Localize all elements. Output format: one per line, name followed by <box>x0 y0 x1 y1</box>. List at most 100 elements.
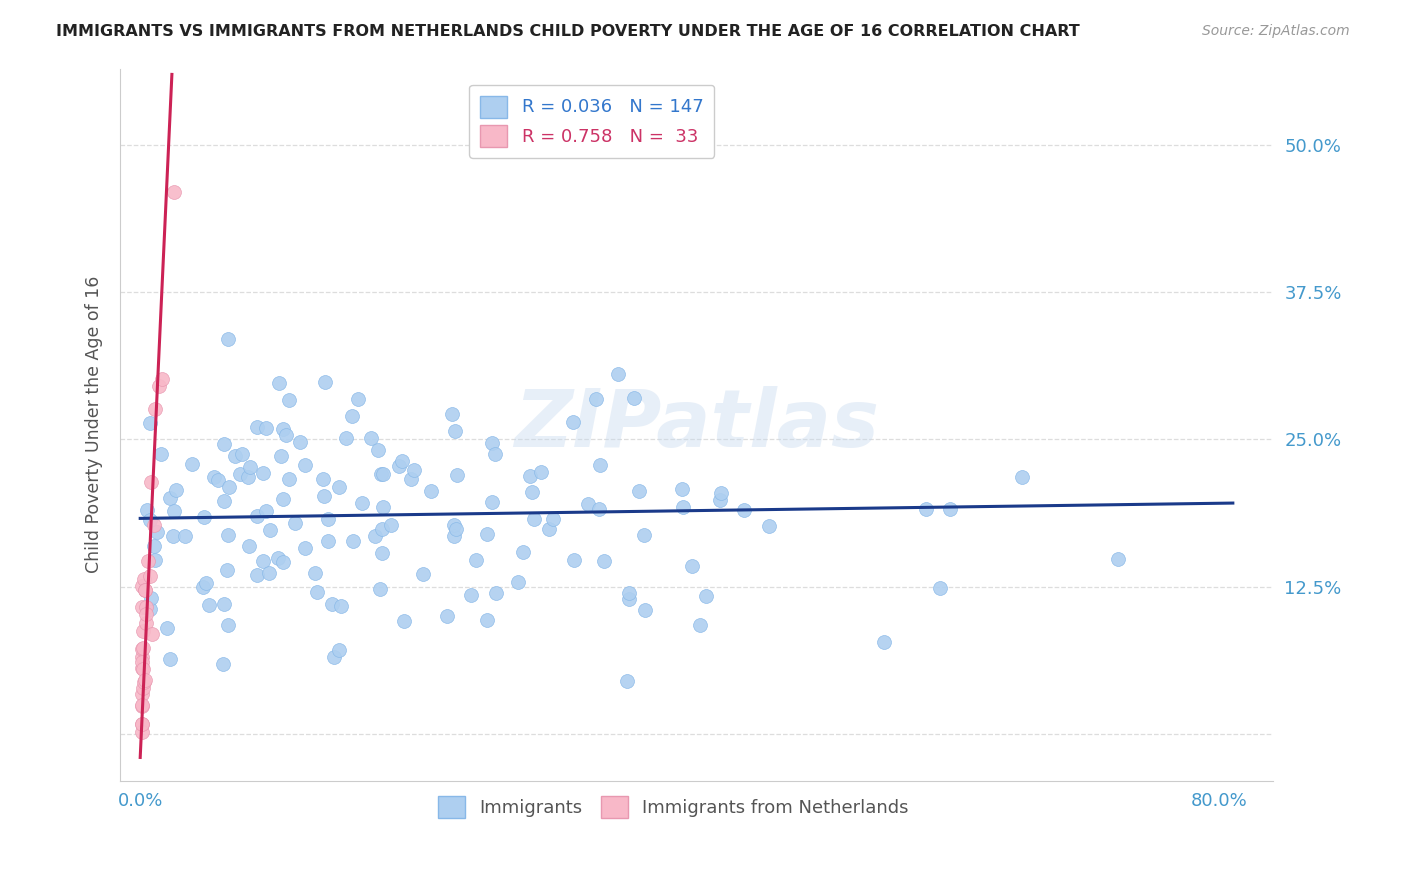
Text: Source: ZipAtlas.com: Source: ZipAtlas.com <box>1202 24 1350 38</box>
Point <box>576 497 599 511</box>
Point <box>274 428 297 442</box>
Point <box>371 522 394 536</box>
Point <box>671 482 693 496</box>
Point <box>484 447 506 461</box>
Point <box>681 559 703 574</box>
Point <box>506 575 529 590</box>
Point <box>1011 470 1033 484</box>
Point <box>131 579 153 593</box>
Point <box>252 554 274 568</box>
Point <box>202 470 225 484</box>
Point <box>254 504 277 518</box>
Point <box>217 528 239 542</box>
Point <box>141 626 163 640</box>
Point <box>159 652 181 666</box>
Point <box>139 475 162 489</box>
Point <box>446 468 468 483</box>
Point <box>134 673 156 687</box>
Point <box>541 512 564 526</box>
Point <box>335 431 357 445</box>
Point <box>267 550 290 565</box>
Point <box>138 569 160 583</box>
Point <box>371 467 394 481</box>
Point <box>273 555 295 569</box>
Point <box>342 534 364 549</box>
Point <box>271 492 294 507</box>
Point <box>294 458 316 472</box>
Point <box>132 681 155 696</box>
Point <box>246 508 269 523</box>
Point <box>217 564 239 578</box>
Point <box>218 480 240 494</box>
Point <box>523 512 546 526</box>
Point <box>519 469 541 483</box>
Point <box>131 717 153 731</box>
Point <box>606 367 628 381</box>
Point <box>538 522 561 536</box>
Point <box>709 492 731 507</box>
Point <box>915 502 938 516</box>
Point <box>321 597 343 611</box>
Point <box>139 602 162 616</box>
Point <box>132 674 155 689</box>
Point <box>294 541 316 555</box>
Point <box>236 470 259 484</box>
Point <box>131 655 153 669</box>
Point <box>143 401 166 416</box>
Point <box>312 472 335 486</box>
Point <box>217 331 239 345</box>
Point <box>1107 552 1129 566</box>
Point <box>589 458 612 473</box>
Point <box>131 716 153 731</box>
Point <box>391 454 413 468</box>
Point <box>246 568 269 582</box>
Point <box>238 539 260 553</box>
Point <box>460 588 482 602</box>
Point <box>290 434 312 449</box>
Point <box>444 522 467 536</box>
Point <box>329 599 352 614</box>
Point <box>873 635 896 649</box>
Point <box>443 517 465 532</box>
Point <box>346 392 368 406</box>
Point <box>617 592 640 607</box>
Point <box>148 378 170 392</box>
Point <box>195 575 218 590</box>
Point <box>197 598 219 612</box>
Point <box>224 450 246 464</box>
Point <box>484 586 506 600</box>
Point <box>257 566 280 581</box>
Point <box>360 431 382 445</box>
Point <box>443 425 465 439</box>
Point <box>131 698 153 712</box>
Point <box>562 415 585 429</box>
Point <box>163 185 186 199</box>
Point <box>689 617 711 632</box>
Point <box>399 472 422 486</box>
Point <box>136 554 159 568</box>
Point <box>392 614 415 628</box>
Point <box>212 657 235 671</box>
Point <box>193 510 215 524</box>
Point <box>283 516 305 530</box>
Point <box>162 528 184 542</box>
Point <box>465 553 488 567</box>
Point <box>562 553 585 567</box>
Point <box>371 546 394 560</box>
Point <box>267 376 290 390</box>
Point <box>156 621 179 635</box>
Point <box>512 545 534 559</box>
Point <box>323 649 346 664</box>
Text: IMMIGRANTS VS IMMIGRANTS FROM NETHERLANDS CHILD POVERTY UNDER THE AGE OF 16 CORR: IMMIGRANTS VS IMMIGRANTS FROM NETHERLAND… <box>56 24 1080 39</box>
Point <box>481 495 503 509</box>
Point <box>627 483 650 498</box>
Point <box>520 484 543 499</box>
Point <box>363 529 385 543</box>
Point <box>131 724 153 739</box>
Point <box>593 554 616 568</box>
Point <box>159 491 181 505</box>
Point <box>710 485 733 500</box>
Point <box>131 687 153 701</box>
Point <box>328 479 350 493</box>
Point <box>134 583 156 598</box>
